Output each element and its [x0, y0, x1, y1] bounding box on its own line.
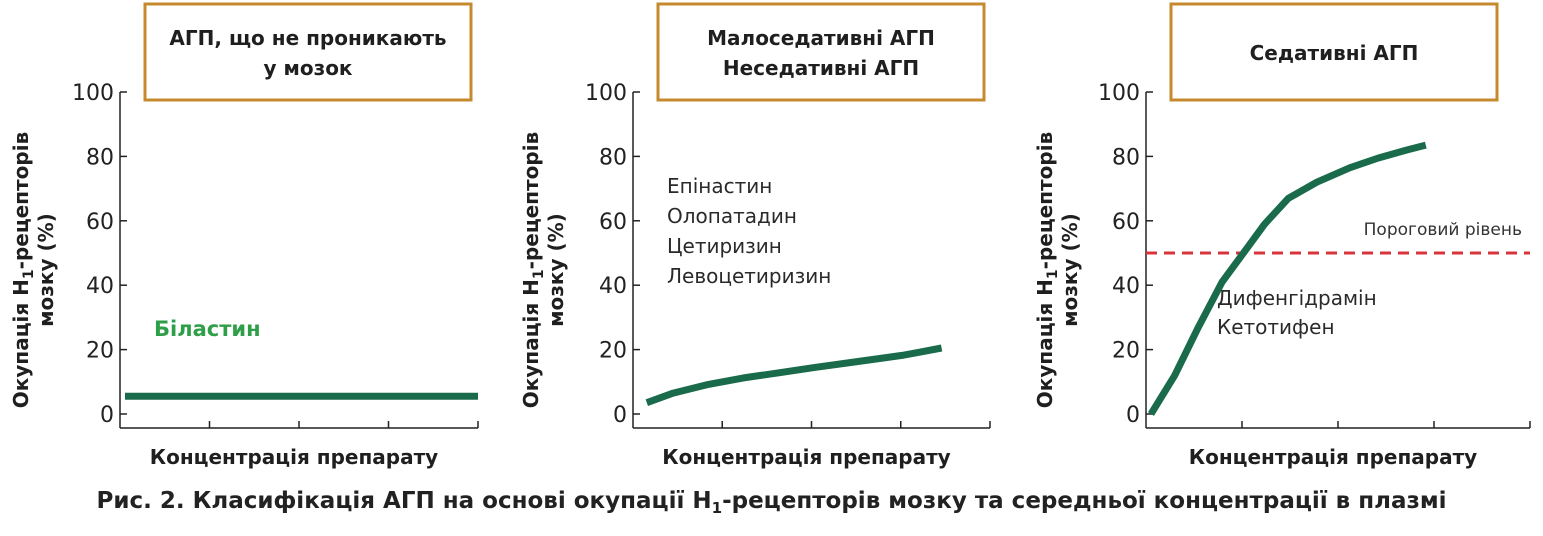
x-axis-label: Концентрація препарату	[150, 445, 438, 469]
y-axis-label: Окупація Н1-рецепторів	[519, 132, 547, 408]
y-tick-label: 0	[613, 403, 627, 428]
y-tick-label: 80	[86, 145, 114, 170]
y-tick-label: 40	[1112, 274, 1140, 299]
y-axis-label: Окупація Н1-рецепторів	[9, 132, 37, 408]
header-title: Малоседативні АГП	[707, 26, 935, 50]
y-axis-label: Окупація Н1-рецепторів	[1033, 132, 1061, 408]
y-tick-label: 100	[72, 81, 114, 106]
header-box	[656, 2, 986, 102]
y-tick-label: 20	[1112, 339, 1140, 364]
y-axis-label-line2: мозку (%)	[34, 213, 58, 327]
y-axis-label-line2: мозку (%)	[1058, 213, 1082, 327]
y-tick-label: 0	[1126, 403, 1140, 428]
drug-label: Кетотифен	[1217, 315, 1335, 339]
caption-subscript: 1	[711, 499, 723, 517]
x-axis-label: Концентрація препарату	[1189, 445, 1477, 469]
header-title: у мозок	[263, 56, 352, 80]
charts-canvas: АГП, що не проникають у мозок 0 20 40 60 80 100…	[9, 2, 1531, 469]
drug-label: Олопатадин	[667, 204, 797, 228]
drug-label: Біластин	[154, 317, 261, 341]
chart-panel-1: АГП, що не проникають у мозок 0 20 40 60 80 100…	[9, 2, 479, 469]
header-box	[1169, 2, 1499, 102]
y-tick-label: 40	[599, 274, 627, 299]
y-tick-label: 60	[1112, 210, 1140, 235]
header-title: Неседативні АГП	[723, 56, 919, 80]
y-tick-label: 20	[86, 339, 114, 364]
y-tick-label: 40	[86, 274, 114, 299]
caption-prefix: Рис. 2. Класифікація АГП на основі окупа…	[96, 488, 712, 514]
header-title: АГП, що не проникають	[169, 26, 446, 50]
threshold-label: Пороговий рівень	[1364, 220, 1522, 240]
drug-label: Цетиризин	[667, 234, 782, 258]
y-tick-label: 20	[599, 339, 627, 364]
drug-label: Дифенгідрамін	[1217, 286, 1377, 310]
y-tick-label: 60	[86, 210, 114, 235]
series-line	[1148, 141, 1427, 416]
series-line	[645, 344, 943, 406]
header-title: Седативні АГП	[1250, 41, 1419, 65]
drug-label: Левоцетиризин	[667, 264, 831, 288]
chart-panel-2: Малоседативні АГП Неседативні АГП 0 20 40 60 8…	[519, 2, 991, 469]
x-axis-label: Концентрація препарату	[662, 445, 950, 469]
y-tick-label: 100	[585, 81, 627, 106]
caption-suffix: -рецепторів мозку та середньої концентра…	[722, 488, 1447, 514]
y-tick-label: 80	[599, 145, 627, 170]
y-tick-label: 100	[1098, 81, 1140, 106]
header-box	[143, 2, 473, 102]
figure-caption: Рис. 2. Класифікація АГП на основі окупа…	[0, 488, 1543, 517]
y-tick-label: 0	[100, 403, 114, 428]
y-axis-label-line2: мозку (%)	[544, 213, 568, 327]
drug-label: Епінастин	[667, 174, 772, 198]
y-tick-label: 60	[599, 210, 627, 235]
y-tick-label: 80	[1112, 145, 1140, 170]
chart-panel-3: Седативні АГП 0 20 40 60 80 100 Концентрація пр…	[1033, 2, 1531, 469]
